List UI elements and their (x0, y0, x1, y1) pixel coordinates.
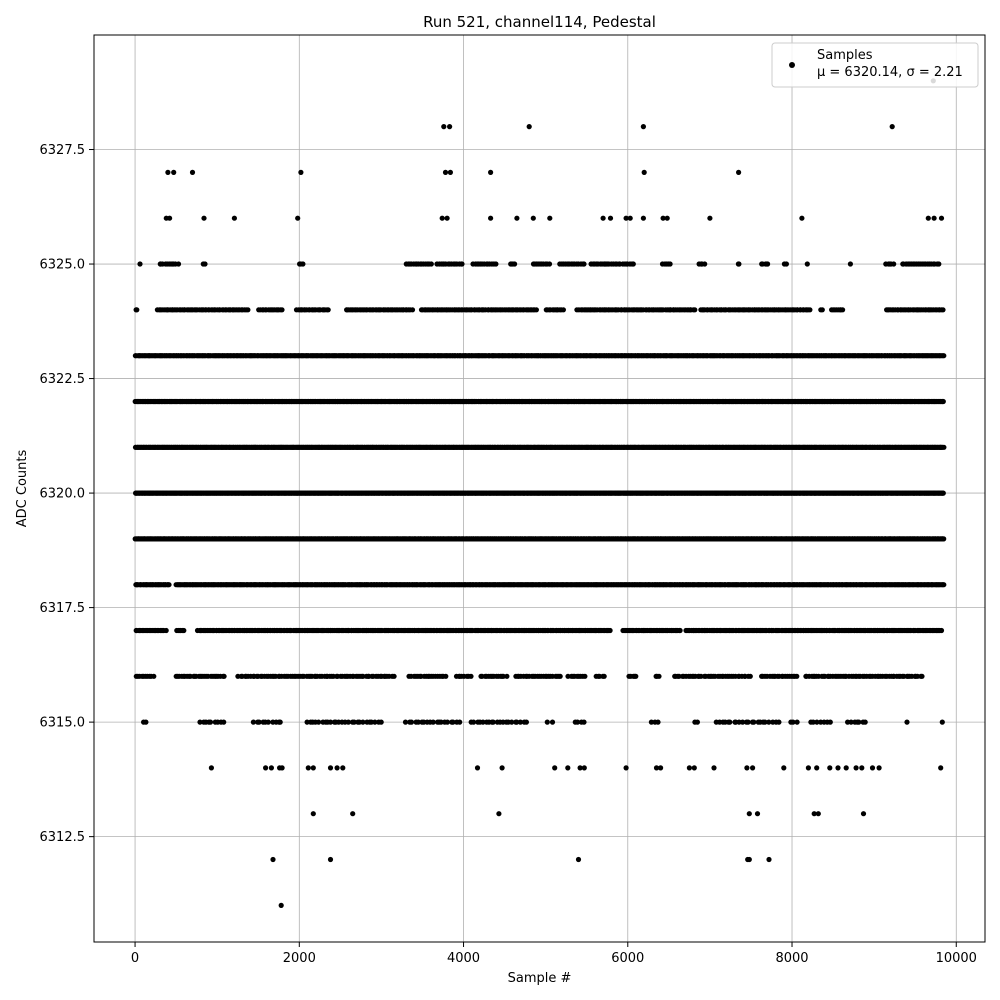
data-point (438, 719, 444, 725)
data-point (444, 719, 450, 725)
data-point (848, 719, 854, 725)
data-point (504, 673, 510, 679)
data-point (607, 627, 613, 634)
data-point (163, 627, 169, 634)
data-point (391, 673, 397, 679)
data-point (747, 673, 753, 679)
data-point (941, 536, 947, 542)
data-point (402, 719, 409, 725)
data-point (656, 673, 662, 679)
data-point (327, 719, 334, 725)
data-point (814, 719, 820, 725)
data-point (360, 719, 366, 725)
data-point (745, 719, 751, 725)
data-point (856, 719, 862, 725)
data-point (457, 719, 463, 725)
data-point (468, 673, 474, 679)
data-point (509, 719, 515, 725)
data-point (277, 719, 283, 725)
data-point (250, 719, 256, 725)
data-point (776, 719, 782, 725)
data-point (790, 719, 796, 725)
data-point (500, 673, 506, 679)
sample-points (132, 78, 947, 909)
data-point (677, 627, 683, 634)
data-point (549, 719, 556, 725)
data-point (740, 719, 746, 725)
data-point (751, 719, 757, 725)
data-point (151, 673, 157, 679)
data-point (938, 627, 945, 634)
data-point (143, 719, 149, 725)
data-point (372, 719, 378, 725)
data-point (941, 444, 947, 450)
data-point (581, 719, 587, 725)
data-point (694, 719, 701, 725)
data-point (727, 719, 733, 725)
data-point (471, 719, 477, 725)
data-point (766, 719, 772, 725)
data-point (517, 719, 524, 725)
data-point (430, 719, 436, 725)
data-point (316, 719, 322, 725)
data-point (221, 719, 227, 725)
data-point (490, 719, 496, 725)
data-point (939, 719, 945, 725)
data-point (166, 582, 172, 588)
data-point (794, 673, 800, 679)
data-point (197, 719, 203, 725)
data-point (181, 627, 187, 634)
data-point (940, 490, 946, 496)
data-point (514, 719, 520, 725)
data-point (207, 719, 214, 725)
data-point (265, 719, 271, 725)
data-point (304, 719, 310, 725)
data-point (582, 673, 588, 679)
data-point (648, 719, 655, 725)
data-point (345, 719, 351, 725)
data-point (862, 719, 868, 725)
data-point (633, 673, 639, 679)
data-point (351, 719, 357, 725)
data-point (919, 673, 925, 679)
data-point (480, 719, 486, 725)
data-point (256, 719, 262, 725)
data-point (941, 582, 947, 588)
data-point (904, 719, 910, 725)
data-point (655, 719, 661, 725)
data-point (574, 719, 581, 725)
data-point (523, 719, 530, 725)
data-point (557, 673, 563, 679)
data-point (415, 719, 421, 725)
data-point (450, 719, 456, 725)
data-point (827, 719, 833, 725)
data-point (408, 719, 415, 725)
data-point (378, 719, 384, 725)
data-point (810, 719, 816, 725)
data-point (794, 719, 800, 725)
data-point (544, 719, 550, 725)
data-point (221, 673, 227, 679)
data-point (601, 673, 607, 679)
data-point (443, 673, 449, 679)
data-point (762, 719, 768, 725)
